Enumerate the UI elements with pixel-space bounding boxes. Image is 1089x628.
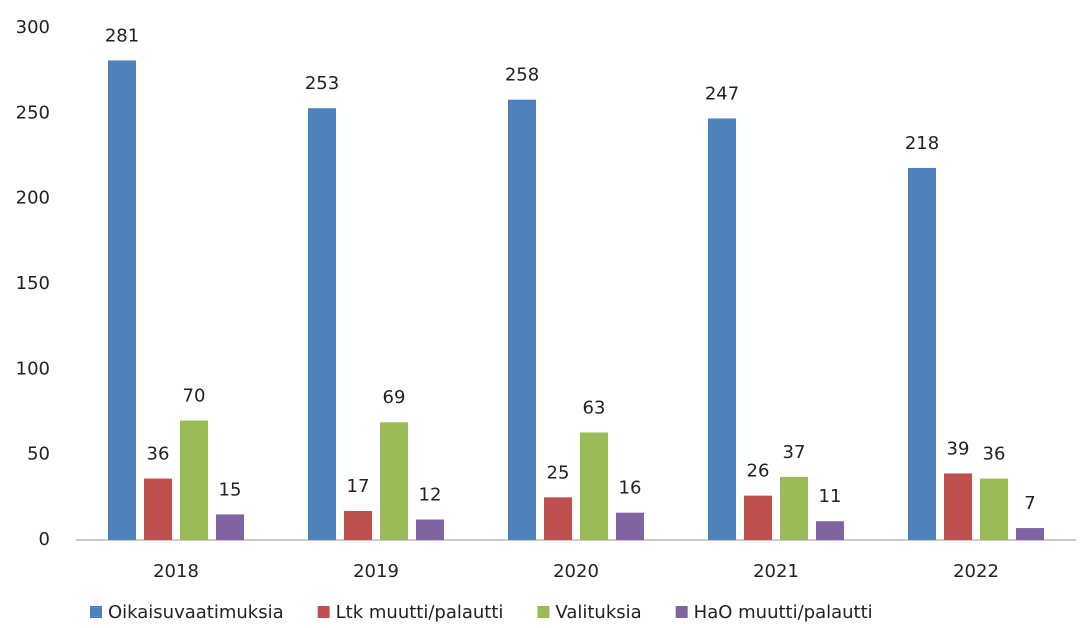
bar [908, 167, 936, 541]
y-tick-label: 300 [16, 17, 50, 38]
data-label: 253 [305, 73, 339, 94]
x-tick-label: 2020 [553, 561, 599, 582]
data-label: 281 [105, 25, 139, 46]
bar [180, 420, 208, 540]
data-label: 26 [747, 461, 770, 482]
x-tick-label: 2022 [953, 561, 999, 582]
x-tick-label: 2018 [153, 561, 199, 582]
bar [380, 422, 408, 540]
bar [1016, 528, 1044, 540]
y-tick-label: 50 [27, 444, 50, 465]
legend-swatch [90, 606, 102, 618]
data-label: 11 [819, 486, 842, 507]
legend-label: Oikaisuvaatimuksia [108, 602, 284, 623]
legend-swatch [317, 606, 330, 618]
y-tick-label: 200 [16, 188, 50, 209]
data-label: 70 [183, 386, 206, 407]
data-label: 17 [347, 476, 370, 497]
bar [144, 478, 172, 540]
y-tick-label: 0 [39, 529, 50, 550]
data-label: 25 [547, 462, 570, 483]
x-tick-label: 2019 [353, 561, 399, 582]
data-label: 258 [505, 65, 539, 86]
data-label: 39 [947, 438, 970, 459]
legend-swatch [537, 606, 550, 618]
y-tick-label: 250 [16, 102, 50, 123]
legend-label: HaO muutti/palautti [694, 602, 873, 623]
bar [308, 108, 336, 541]
bar [344, 510, 372, 540]
bar [744, 495, 772, 540]
bar [580, 432, 608, 540]
data-label: 36 [147, 444, 170, 465]
bar [544, 497, 572, 540]
bar [980, 478, 1008, 540]
data-label: 247 [705, 83, 739, 104]
data-label: 37 [783, 442, 806, 463]
legend-label: Ltk muutti/palautti [336, 602, 504, 623]
y-tick-label: 100 [16, 358, 50, 379]
bar [108, 60, 136, 540]
x-tick-label: 2021 [753, 561, 799, 582]
bar [508, 99, 536, 541]
bar [944, 473, 972, 540]
bar [416, 519, 444, 540]
data-label: 7 [1024, 493, 1035, 514]
data-label: 36 [983, 444, 1006, 465]
data-label: 12 [419, 485, 442, 506]
bar [816, 521, 844, 540]
y-tick-label: 150 [16, 273, 50, 294]
data-label: 16 [619, 478, 642, 499]
bar [708, 118, 736, 540]
data-label: 63 [583, 397, 606, 418]
data-label: 69 [383, 387, 406, 408]
legend-label: Valituksia [555, 602, 641, 623]
data-label: 15 [219, 479, 242, 500]
data-label: 218 [905, 133, 939, 154]
bar [780, 476, 808, 540]
bar [616, 512, 644, 540]
legend-swatch [675, 606, 688, 618]
bar [216, 514, 244, 540]
